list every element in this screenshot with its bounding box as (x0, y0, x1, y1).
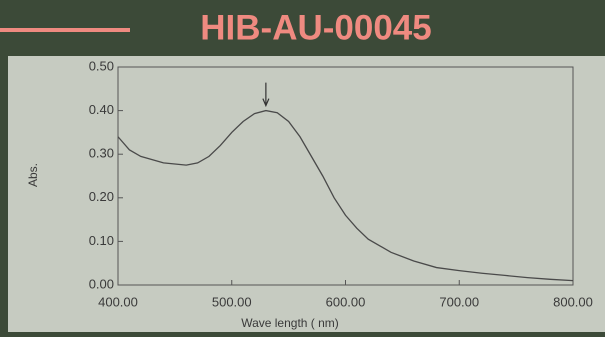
y-tick-label: 0.10 (89, 233, 114, 248)
x-tick-label: 800.00 (553, 294, 593, 309)
x-tick-label: 600.00 (326, 294, 366, 309)
y-tick-label: 0.20 (89, 189, 114, 204)
x-tick-label: 400.00 (98, 294, 138, 309)
y-tick-label: 0.50 (89, 58, 114, 73)
x-tick-label: 500.00 (212, 294, 252, 309)
line (117, 109, 574, 282)
peak-arrow (262, 82, 270, 108)
chart-title: HIB-AU-00045 (200, 8, 431, 47)
x-tick-label: 700.00 (439, 294, 479, 309)
y-tick-label: 0.40 (89, 102, 114, 117)
title-rule (0, 28, 130, 32)
y-tick-label: 0.30 (89, 146, 114, 161)
y-axis-label: Abs. (26, 163, 40, 187)
panel (8, 56, 605, 332)
x-axis-label: Wave length ( nm) (241, 316, 339, 330)
y-tick-label: 0.00 (89, 276, 114, 291)
